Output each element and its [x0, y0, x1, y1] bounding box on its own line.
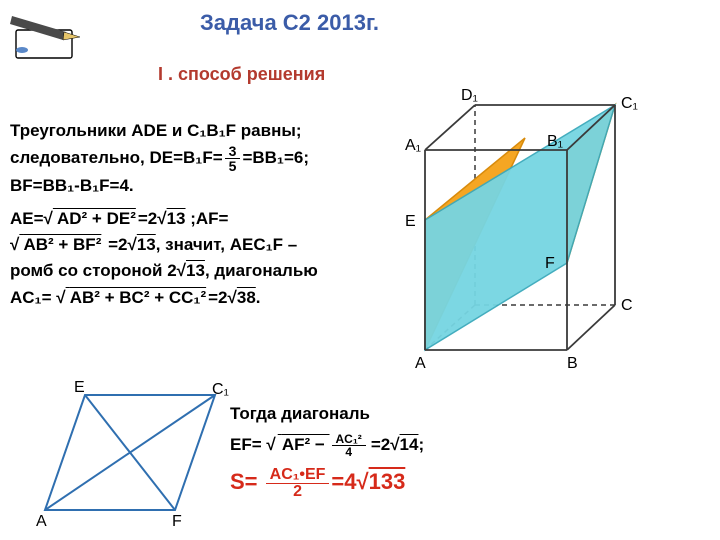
line-5: √ AB² + BF² =2√13, значит, AEC₁F –	[10, 232, 380, 258]
label-B1: B₁	[547, 133, 563, 150]
conclusion-text: Тогда диагональ EF= √ AF² − AC₁²4=2√14; …	[230, 400, 650, 500]
label-A: A	[415, 355, 426, 370]
r-label-F: F	[172, 513, 182, 530]
final-answer: S= AC₁•EF2=4√133	[230, 464, 650, 500]
r-label-C1: C₁	[212, 381, 229, 398]
line-4: AE=√ AD² + DE²=2√13 ;AF=	[10, 206, 380, 232]
label-D1: D₁	[461, 87, 478, 104]
concl-1: Тогда диагональ	[230, 400, 650, 427]
label-C: C	[621, 297, 633, 314]
solution-method-label: I . способ решения	[158, 64, 325, 85]
problem-title: Задача С2 2013г.	[200, 10, 379, 36]
label-E: E	[405, 213, 416, 230]
label-B: B	[567, 355, 578, 370]
rhombus-diagram: A E C₁ F	[30, 380, 230, 530]
line-2: следовательно, DE=B₁F=35=BB₁=6;	[10, 144, 380, 173]
r-label-E: E	[74, 380, 85, 396]
line-1: Треугольники ADE и C₁B₁F равны;	[10, 118, 380, 144]
line-6: ромб со стороной 2√13, диагональю	[10, 258, 380, 284]
label-A1: A₁	[405, 137, 421, 154]
r-label-A: A	[36, 513, 47, 530]
label-F: F	[545, 255, 555, 272]
label-C1: C₁	[621, 95, 638, 112]
line-7: AC₁= √ AB² + BC² + CC₁²=2√38.	[10, 285, 380, 311]
concl-2: EF= √ AF² − AC₁²4=2√14;	[230, 431, 650, 458]
prism-diagram: A B C D₁ A₁ B₁ C₁ E F	[395, 70, 715, 370]
line-3: BF=BB₁-B₁F=4.	[10, 173, 380, 199]
pen-paper-icon	[8, 6, 86, 66]
solution-text: Треугольники ADE и C₁B₁F равны; следоват…	[10, 118, 380, 311]
